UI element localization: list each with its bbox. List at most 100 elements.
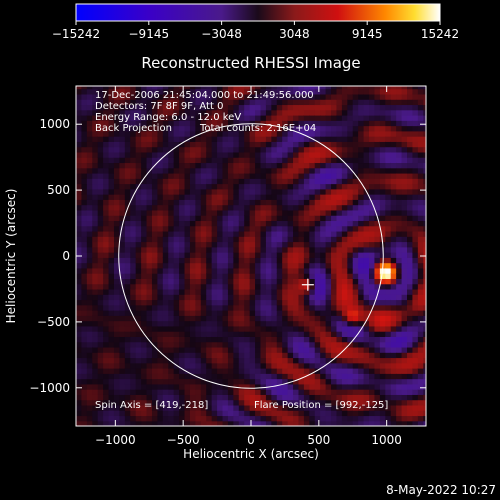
heatmap-cell xyxy=(352,320,359,327)
heatmap-cell xyxy=(135,394,142,401)
heatmap-cell xyxy=(298,410,305,417)
heatmap-cell xyxy=(282,241,289,248)
heatmap-cell xyxy=(184,99,191,106)
heatmap-cell xyxy=(341,99,348,106)
heatmap-cell xyxy=(195,125,202,132)
heatmap-cell xyxy=(162,262,169,269)
heatmap-cell xyxy=(282,320,289,327)
heatmap-cell xyxy=(119,341,126,348)
heatmap-cell xyxy=(336,141,343,148)
heatmap-cell xyxy=(113,125,121,132)
heatmap-cell xyxy=(303,120,310,127)
heatmap-cell xyxy=(238,151,245,158)
heatmap-cell xyxy=(396,141,403,148)
heatmap-cell xyxy=(81,162,88,169)
heatmap-cell xyxy=(298,362,305,369)
heatmap-cell xyxy=(157,325,164,332)
heatmap-cell xyxy=(309,262,316,269)
heatmap-cell xyxy=(227,136,234,142)
heatmap-cell xyxy=(233,209,240,216)
heatmap-cell xyxy=(390,410,397,417)
heatmap-cell xyxy=(298,225,305,232)
heatmap-cell xyxy=(184,294,191,301)
heatmap-cell xyxy=(173,141,180,148)
heatmap-cell xyxy=(379,304,386,311)
heatmap-cell xyxy=(298,162,305,169)
heatmap-cell xyxy=(407,141,414,148)
heatmap-cell xyxy=(135,230,142,237)
heatmap-cell xyxy=(162,209,169,216)
heatmap-cell xyxy=(238,378,245,385)
heatmap-cell xyxy=(265,262,272,269)
heatmap-cell xyxy=(276,399,283,406)
heatmap-cell xyxy=(347,146,354,153)
heatmap-cell xyxy=(309,178,316,185)
heatmap-cell xyxy=(374,188,381,195)
heatmap-cell xyxy=(336,368,343,374)
heatmap-cell xyxy=(358,162,365,169)
heatmap-cell xyxy=(265,172,272,179)
heatmap-cell xyxy=(76,204,83,211)
heatmap-cell xyxy=(233,141,240,148)
heatmap-cell xyxy=(76,357,83,364)
heatmap-cell xyxy=(157,404,164,411)
heatmap-cell xyxy=(314,352,321,359)
heatmap-cell xyxy=(189,257,196,264)
heatmap-cell xyxy=(347,294,354,301)
heatmap-cell xyxy=(260,125,267,132)
heatmap-cell xyxy=(347,368,354,374)
heatmap-cell xyxy=(211,288,218,295)
heatmap-cell xyxy=(293,304,300,311)
heatmap-cell xyxy=(336,146,343,153)
heatmap-cell xyxy=(407,104,414,111)
heatmap-cell xyxy=(162,99,169,106)
heatmap-cell xyxy=(271,194,278,200)
heatmap-cell xyxy=(255,183,262,190)
heatmap-cell xyxy=(369,215,376,222)
heatmap-cell xyxy=(184,410,191,417)
heatmap-cell xyxy=(401,225,408,232)
heatmap-cell xyxy=(146,252,153,258)
heatmap-cell xyxy=(303,162,310,169)
heatmap-cell xyxy=(195,315,202,322)
heatmap-cell xyxy=(341,220,348,227)
heatmap-cell xyxy=(320,151,327,158)
heatmap-cell xyxy=(265,151,272,158)
heatmap-cell xyxy=(227,230,234,237)
heatmap-cell xyxy=(358,346,365,353)
heatmap-cell xyxy=(282,304,289,311)
heatmap-cell xyxy=(276,104,283,111)
heatmap-cell xyxy=(227,362,234,369)
heatmap-cell xyxy=(135,225,142,232)
heatmap-cell xyxy=(336,246,343,253)
heatmap-cell xyxy=(401,172,408,179)
heatmap-cell xyxy=(325,225,332,232)
heatmap-cell xyxy=(298,183,305,190)
heatmap-cell xyxy=(200,162,207,169)
heatmap-cell xyxy=(184,120,191,127)
heatmap-cell xyxy=(282,357,289,364)
heatmap-cell xyxy=(271,109,278,116)
heatmap-cell xyxy=(331,362,338,369)
heatmap-cell xyxy=(276,194,283,200)
heatmap-cell xyxy=(244,93,251,100)
heatmap-cell xyxy=(374,86,381,90)
heatmap-cell xyxy=(255,199,262,206)
heatmap-cell xyxy=(271,220,278,227)
heatmap-cell xyxy=(179,136,186,142)
heatmap-cell xyxy=(396,283,403,290)
heatmap-cell xyxy=(379,378,386,385)
heatmap-cell xyxy=(162,114,169,121)
heatmap-cell xyxy=(320,241,327,248)
heatmap-cell xyxy=(81,104,88,111)
heatmap-cell xyxy=(157,88,164,95)
heatmap-cell xyxy=(325,288,332,295)
heatmap-cell xyxy=(146,246,153,253)
heatmap-cell xyxy=(303,262,310,269)
heatmap-cell xyxy=(157,141,164,148)
heatmap-cell xyxy=(347,336,354,343)
heatmap-cell xyxy=(396,267,403,274)
heatmap-cell xyxy=(157,93,164,100)
heatmap-cell xyxy=(76,267,83,274)
heatmap-cell xyxy=(320,167,327,174)
